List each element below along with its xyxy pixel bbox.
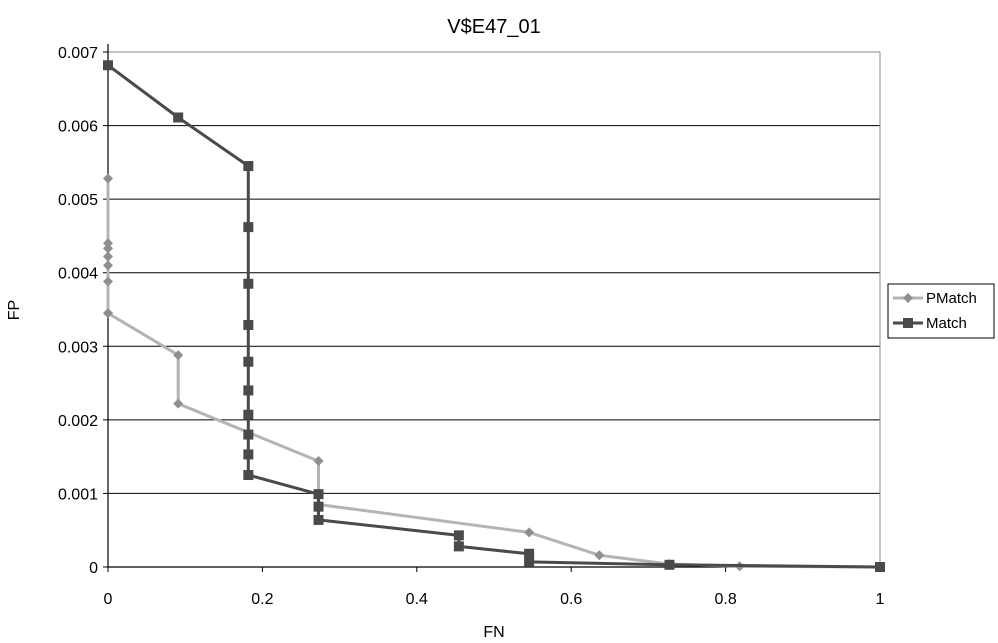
data-point-pmatch — [103, 173, 113, 184]
data-point-match — [524, 556, 535, 567]
y-tick-label: 0.005 — [58, 192, 98, 209]
data-point-pmatch — [103, 243, 113, 254]
x-axis-label: FN — [483, 624, 504, 641]
data-point-match — [243, 319, 254, 330]
data-point-match — [103, 60, 113, 71]
data-point-match — [453, 530, 464, 541]
y-axis-label: FP — [6, 300, 23, 320]
data-point-pmatch — [594, 550, 605, 561]
data-point-pmatch — [173, 398, 184, 409]
x-tick-label: 0 — [104, 591, 113, 608]
series-pmatch — [103, 173, 885, 572]
x-tick-label: 0.2 — [251, 591, 273, 608]
data-point-match — [313, 514, 324, 525]
data-point-match — [243, 161, 254, 172]
data-point-match — [243, 222, 254, 233]
data-point-match — [313, 489, 324, 500]
data-point-pmatch — [524, 527, 535, 538]
y-tick-label: 0.003 — [58, 339, 98, 356]
series-match — [103, 60, 885, 572]
series-line-pmatch — [106, 178, 881, 569]
y-tick-label: 0.004 — [58, 266, 98, 283]
data-point-match — [875, 562, 885, 572]
legend: PMatch Match — [887, 283, 995, 339]
y-tick-label: 0.007 — [58, 45, 98, 62]
plot-frame — [107, 51, 881, 568]
data-point-match — [664, 559, 675, 570]
data-point-pmatch — [103, 251, 113, 262]
x-tick-label: 0.4 — [406, 591, 428, 608]
data-point-match — [243, 356, 254, 367]
data-point-match — [313, 501, 324, 512]
data-point-match — [243, 449, 254, 460]
y-tick-label: 0.006 — [58, 119, 98, 136]
x-tick-label: 0.6 — [560, 591, 582, 608]
chart-title: V$E47_01 — [447, 16, 540, 38]
legend-label-pmatch: PMatch — [926, 290, 977, 307]
data-point-match — [243, 385, 254, 396]
data-point-match — [524, 548, 535, 559]
x-tick-label: 1 — [876, 591, 885, 608]
data-point-pmatch — [173, 350, 184, 361]
data-point-match — [243, 470, 254, 481]
legend-marker-match — [903, 318, 913, 328]
series-layer — [103, 60, 885, 572]
data-point-pmatch — [313, 456, 324, 467]
y-tick-label: 0.001 — [58, 486, 98, 503]
legend-marker-pmatch — [903, 293, 913, 303]
legend-box — [887, 283, 995, 339]
series-line-match — [107, 63, 881, 569]
data-point-match — [243, 429, 254, 440]
data-point-pmatch — [103, 308, 113, 319]
data-point-pmatch — [103, 260, 113, 271]
data-point-match — [243, 409, 254, 420]
data-point-match — [173, 112, 184, 123]
data-point-match — [243, 278, 254, 289]
x-tick-label: 0.8 — [714, 591, 736, 608]
data-point-match — [453, 541, 464, 552]
y-tick-label: 0 — [89, 560, 98, 577]
data-point-pmatch — [103, 276, 113, 287]
gridlines — [108, 51, 880, 494]
data-point-pmatch — [103, 238, 113, 249]
legend-label-match: Match — [926, 315, 967, 332]
y-tick-label: 0.002 — [58, 413, 98, 430]
